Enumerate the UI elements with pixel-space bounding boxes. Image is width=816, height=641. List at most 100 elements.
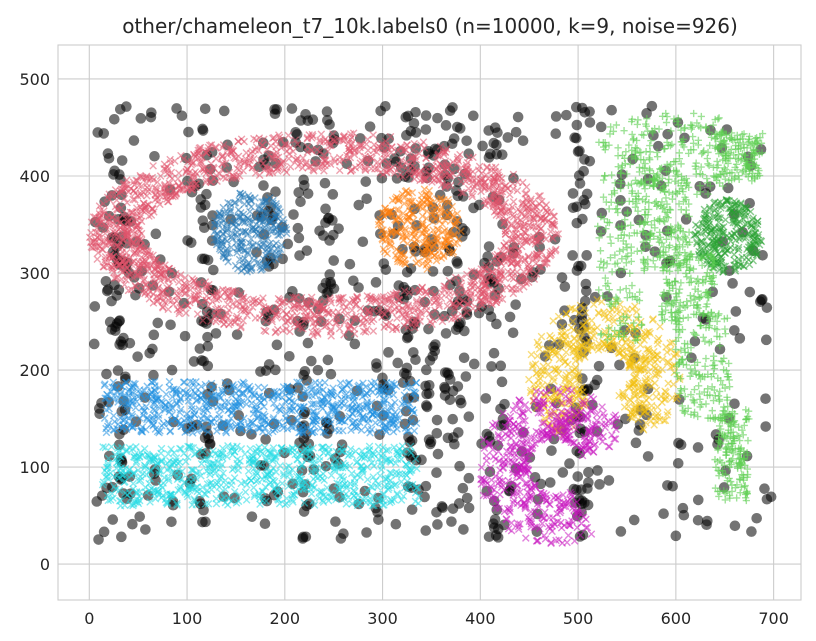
- noise-point: [354, 133, 366, 144]
- noise-point: [483, 152, 495, 163]
- noise-point: [420, 110, 432, 121]
- noise-point: [628, 514, 640, 526]
- noise-point: [453, 176, 464, 188]
- noise-point: [361, 193, 372, 205]
- noise-point: [502, 132, 514, 143]
- noise-point: [594, 479, 605, 490]
- noise-point: [320, 217, 331, 229]
- noise-point: [405, 125, 417, 137]
- noise-point: [255, 366, 266, 377]
- ring-point: [396, 170, 405, 179]
- noise-point: [463, 502, 475, 514]
- noise-point: [689, 336, 701, 347]
- noise-point: [564, 458, 575, 469]
- noise-point: [295, 115, 307, 126]
- noise-point: [410, 354, 421, 366]
- noise-point: [302, 188, 314, 199]
- noise-point: [431, 467, 442, 479]
- noise-point: [297, 533, 309, 544]
- noise-point: [439, 367, 451, 378]
- noise-point: [744, 286, 756, 298]
- noise-point: [198, 504, 209, 516]
- ring-point: [202, 310, 211, 319]
- ring-point: [236, 323, 245, 332]
- plot-area: [85, 100, 777, 548]
- noise-point: [457, 482, 469, 494]
- noise-point: [760, 421, 772, 432]
- noise-point: [424, 355, 436, 366]
- noise-point: [458, 524, 469, 535]
- ring-point: [165, 179, 174, 188]
- noise-point: [349, 338, 361, 350]
- noise-point: [88, 338, 100, 350]
- ring-point: [207, 159, 215, 168]
- noise-point: [202, 340, 214, 352]
- noise-point: [440, 120, 452, 131]
- noise-point: [444, 394, 456, 406]
- noise-point: [101, 368, 112, 380]
- noise-point: [94, 403, 105, 414]
- noise-point: [293, 232, 305, 244]
- ring-point: [546, 227, 555, 236]
- noise-point: [504, 311, 516, 323]
- noise-point: [572, 471, 584, 482]
- noise-point: [271, 104, 282, 115]
- noise-point: [561, 109, 572, 121]
- noise-point: [208, 264, 219, 276]
- noise-point: [423, 379, 435, 391]
- noise-point: [299, 365, 311, 377]
- noise-point: [293, 187, 305, 198]
- noise-point: [360, 176, 372, 187]
- noise-point: [108, 114, 120, 125]
- noise-point: [295, 196, 306, 208]
- ring-point: [89, 213, 98, 221]
- noise-point: [557, 467, 569, 478]
- noise-point: [202, 360, 214, 372]
- noise-point: [460, 371, 472, 382]
- noise-point: [446, 516, 457, 527]
- noise-point: [468, 358, 480, 370]
- noise-point: [567, 188, 579, 199]
- noise-point: [195, 194, 207, 205]
- noise-point: [327, 189, 339, 200]
- noise-point: [574, 178, 586, 189]
- ring-point: [156, 172, 165, 180]
- noise-point: [389, 153, 400, 164]
- noise-point: [292, 222, 304, 234]
- noise-point: [420, 480, 432, 492]
- noise-point: [166, 516, 177, 528]
- ring-point: [418, 295, 426, 304]
- noise-point: [246, 511, 258, 522]
- noise-point: [320, 460, 332, 472]
- noise-point: [288, 209, 299, 220]
- noise-point: [760, 393, 771, 405]
- noise-point: [455, 317, 466, 329]
- noise-point: [483, 531, 495, 543]
- noise-point: [461, 492, 473, 504]
- noise-point: [115, 336, 127, 347]
- noise-point: [432, 448, 444, 460]
- noise-point: [473, 199, 485, 211]
- ring-point: [468, 190, 476, 199]
- noise-point: [176, 110, 188, 122]
- noise-point: [483, 241, 495, 252]
- noise-point: [282, 238, 294, 250]
- noise-point: [463, 411, 475, 422]
- ring-point: [509, 170, 518, 179]
- noise-point: [302, 337, 314, 349]
- noise-point: [729, 398, 740, 410]
- noise-point: [421, 364, 432, 376]
- noise-point: [392, 357, 404, 369]
- noise-point: [454, 460, 465, 472]
- noise-point: [401, 267, 413, 278]
- ring-point: [422, 302, 431, 311]
- noise-point: [210, 328, 222, 339]
- noise-point: [556, 272, 568, 283]
- noise-point: [284, 350, 295, 362]
- noise-point: [148, 369, 159, 381]
- noise-point: [571, 217, 583, 229]
- noise-point: [207, 219, 218, 231]
- noise-point: [134, 511, 146, 522]
- noise-point: [630, 437, 642, 449]
